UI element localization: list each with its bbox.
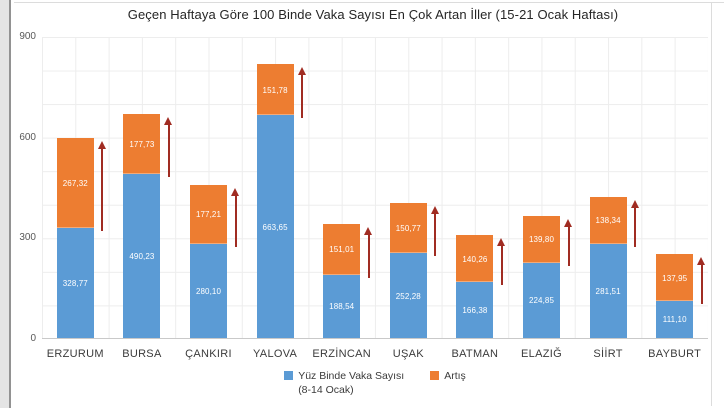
right-frame-line — [711, 2, 712, 406]
arrow-head-icon — [630, 200, 639, 209]
increase-arrow — [630, 200, 640, 247]
value-label-base: 663,65 — [262, 222, 288, 232]
increase-arrow — [364, 227, 373, 278]
bar-segment-base — [523, 262, 560, 338]
legend-swatch-orange — [430, 371, 440, 380]
category-label: ERZİNCAN — [312, 348, 371, 360]
bar-segment-base — [589, 243, 627, 338]
plot-area: 328,77 267,32 490,23 177,73 280,10 177,21 663,… — [42, 37, 708, 339]
value-label-increase: 177,73 — [129, 139, 155, 149]
category-label: ELAZIĞ — [521, 348, 562, 360]
value-label-increase: 151,78 — [262, 85, 288, 95]
arrow-head-icon — [364, 227, 373, 236]
bar-segment-increase — [123, 113, 161, 174]
category-label: BAYBURT — [648, 348, 702, 360]
bar-segment-base — [256, 115, 294, 338]
category-label: ERZURUM — [46, 348, 104, 360]
arrow-head-icon — [497, 238, 506, 247]
value-label-base: 224,85 — [528, 296, 555, 306]
category-label: SİİRT — [593, 348, 623, 360]
left-edge-band — [0, 0, 11, 408]
arrow-shaft — [101, 147, 104, 231]
value-label-base: 111,10 — [662, 315, 687, 325]
y-tick-label: 600 — [19, 131, 36, 143]
value-label-increase: 177,21 — [195, 210, 222, 220]
bar-segment-increase — [389, 202, 427, 254]
y-tick-label: 900 — [19, 31, 36, 42]
arrow-head-icon — [430, 205, 439, 214]
category-label: UŞAK — [392, 348, 424, 360]
legend-swatch-blue — [284, 371, 294, 380]
arrow-head-icon — [297, 67, 306, 76]
increase-arrow — [97, 141, 107, 231]
legend-label-artis: Artış — [444, 370, 466, 382]
arrow-shaft — [367, 233, 370, 278]
bar-segment-base — [56, 227, 94, 338]
arrow-head-icon — [564, 218, 572, 227]
bar-segment-base — [190, 244, 227, 338]
arrow-head-icon — [231, 187, 239, 196]
category-label: BATMAN — [451, 348, 499, 360]
value-label-base: 280,10 — [195, 287, 222, 296]
arrow-head-icon — [164, 116, 173, 125]
arrow-shaft — [500, 244, 503, 286]
bar-segment-base — [123, 173, 161, 338]
arrow-shaft — [634, 206, 637, 247]
arrow-shaft — [700, 263, 703, 304]
value-label-base: 490,23 — [129, 251, 155, 261]
category-label: YALOVA — [252, 348, 298, 360]
arrow-shaft — [167, 122, 170, 177]
legend-item-vaka-sayisi: Yüz Binde Vaka Sayısı (8-14 Ocak) — [284, 369, 404, 397]
value-label-base: 281,51 — [595, 286, 621, 296]
chart-title: Geçen Haftaya Göre 100 Binde Vaka Sayısı… — [127, 7, 619, 22]
bar-segment-base — [323, 274, 361, 338]
category-label: ÇANKIRI — [185, 348, 232, 360]
arrow-shaft — [301, 73, 304, 119]
legend-item-artis: Artış — [430, 369, 466, 383]
bar-segment-increase — [456, 235, 494, 283]
increase-arrow — [297, 67, 307, 119]
bar-segment-increase — [656, 254, 694, 301]
arrow-shaft — [567, 224, 570, 266]
increase-arrow — [231, 187, 240, 248]
value-label-increase: 151,01 — [329, 245, 355, 255]
value-label-increase: 140,26 — [462, 254, 488, 264]
bar-segment-base — [656, 300, 694, 338]
y-tick-label: 0 — [30, 333, 36, 344]
arrow-shaft — [234, 193, 237, 248]
value-label-increase: 137,95 — [662, 273, 688, 283]
value-label-increase: 267,32 — [62, 178, 88, 188]
value-label-base: 188,54 — [329, 302, 355, 312]
arrow-head-icon — [97, 141, 106, 149]
arrow-head-icon — [697, 257, 706, 266]
bar-segment-increase — [190, 184, 227, 245]
increase-arrow — [430, 205, 440, 257]
value-label-increase: 150,77 — [395, 224, 421, 234]
top-frame-line — [14, 2, 724, 3]
bar-segment-increase — [589, 197, 627, 244]
legend: Yüz Binde Vaka Sayısı (8-14 Ocak) Artış — [42, 369, 708, 397]
bar-segment-increase — [256, 64, 294, 116]
arrow-shaft — [434, 211, 437, 257]
category-label: BURSA — [122, 348, 162, 360]
bar-segment-base — [456, 282, 494, 338]
value-label-increase: 138,34 — [595, 216, 621, 226]
legend-label-vaka-sayisi: Yüz Binde Vaka Sayısı (8-14 Ocak) — [298, 370, 405, 396]
bar-segment-increase — [523, 215, 560, 263]
bar-segment-increase — [323, 224, 361, 275]
increase-arrow — [497, 238, 506, 286]
value-label-base: 328,77 — [62, 278, 88, 288]
bar-segment-base — [389, 253, 427, 338]
increase-arrow — [164, 116, 173, 177]
y-tick-label: 300 — [19, 232, 36, 244]
increase-arrow — [564, 218, 573, 266]
bar-segment-increase — [56, 138, 94, 228]
value-label-increase: 139,80 — [528, 235, 555, 245]
value-label-base: 166,38 — [462, 306, 488, 316]
increase-arrow — [697, 257, 706, 304]
value-label-base: 252,28 — [395, 291, 421, 301]
